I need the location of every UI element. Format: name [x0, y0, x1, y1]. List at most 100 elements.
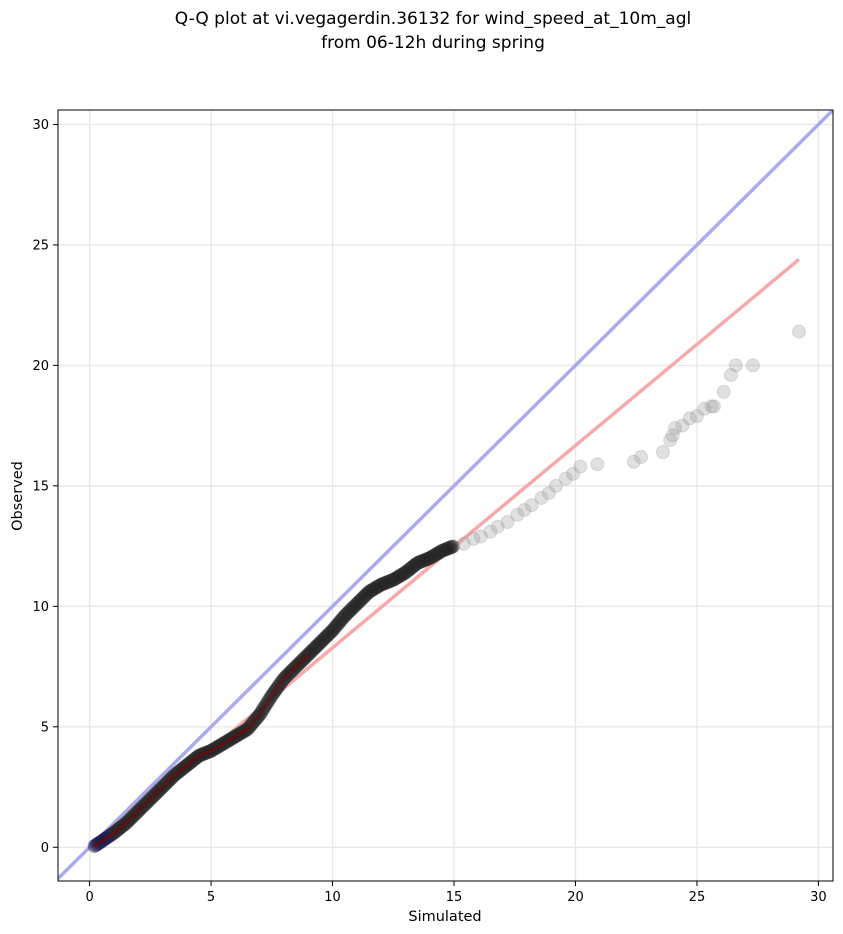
- qq-point: [405, 559, 420, 574]
- qq-point: [256, 701, 271, 716]
- qq-point: [125, 809, 140, 824]
- fit-overlap-mark: [273, 688, 278, 693]
- qq-point: [249, 711, 264, 726]
- fit-overlap-mark: [296, 662, 301, 666]
- fit-overlap-mark: [205, 750, 210, 754]
- qq-point: [108, 824, 123, 839]
- fit-overlap-mark: [157, 789, 161, 793]
- qq-point: [412, 555, 427, 570]
- qq-point: [124, 810, 139, 825]
- qq-point: [500, 515, 515, 530]
- y-tick-label: 30: [32, 118, 49, 133]
- qq-point: [307, 641, 322, 656]
- fit-overlap-mark: [224, 740, 228, 744]
- qq-point: [94, 834, 109, 849]
- qq-point: [369, 580, 384, 595]
- fit-overlap-mark: [145, 801, 149, 805]
- qq-point: [100, 830, 115, 845]
- qq-point: [189, 750, 204, 765]
- qq-point: [366, 582, 381, 597]
- qq-point: [284, 664, 299, 679]
- fit-overlap-mark: [139, 807, 143, 811]
- qq-point: [295, 653, 310, 668]
- qq-point: [335, 611, 350, 626]
- fit-overlap-mark: [202, 752, 206, 756]
- qq-point: [229, 728, 244, 743]
- qq-point: [682, 411, 697, 426]
- qq-point: [230, 728, 245, 743]
- qq-point: [400, 564, 415, 579]
- fit-overlap-mark: [109, 832, 114, 837]
- fit-overlap-mark: [140, 805, 144, 810]
- fit-overlap-mark: [250, 721, 254, 726]
- fit-overlap-mark: [146, 799, 150, 804]
- qq-point: [245, 715, 260, 730]
- qq-point: [107, 825, 122, 840]
- qq-point: [169, 766, 184, 781]
- qq-point: [438, 542, 453, 557]
- fit-overlap-mark: [174, 772, 178, 776]
- fit-overlap-mark: [268, 695, 273, 700]
- qq-point: [446, 539, 461, 554]
- fit-overlap-mark: [120, 824, 124, 828]
- fit-overlap-mark: [298, 661, 302, 665]
- qq-point: [144, 791, 159, 806]
- qq-point: [558, 471, 573, 486]
- qq-point: [361, 584, 376, 599]
- qq-point: [267, 684, 282, 699]
- qq-point: [217, 735, 232, 750]
- fit-overlap-mark: [117, 827, 121, 831]
- qq-point: [386, 572, 401, 587]
- qq-point: [160, 774, 175, 789]
- y-tick-label: 20: [32, 359, 49, 374]
- qq-point: [146, 788, 161, 803]
- fit-overlap-mark: [277, 683, 281, 687]
- reference-lines: [58, 110, 833, 880]
- qq-point: [175, 761, 190, 776]
- qq-point: [356, 590, 371, 605]
- fit-overlap-mark: [196, 755, 200, 759]
- fit-overlap-mark: [183, 764, 188, 768]
- fit-overlap-mark: [92, 844, 97, 848]
- qq-point: [97, 832, 112, 847]
- qq-point: [128, 806, 143, 821]
- qq-point: [133, 801, 148, 816]
- qq-point: [665, 428, 680, 443]
- x-tick-label: 10: [324, 890, 341, 905]
- qq-point: [634, 449, 649, 464]
- y-tick-label: 0: [41, 841, 49, 856]
- fit-overlap-mark: [300, 658, 304, 663]
- plot-frame: [57, 109, 834, 882]
- qq-point: [321, 627, 336, 642]
- qq-point: [336, 610, 351, 625]
- fit-overlap-mark: [165, 780, 169, 784]
- qq-point: [196, 746, 211, 761]
- qq-point: [90, 836, 105, 851]
- qq-point: [359, 587, 374, 602]
- qq-point: [706, 399, 721, 414]
- qq-point: [186, 752, 201, 767]
- qq-point: [381, 574, 396, 589]
- fit-overlap-mark: [289, 669, 293, 673]
- fit-overlap-mark: [171, 774, 175, 778]
- fit-overlap-mark: [225, 739, 229, 744]
- fit-overlap-mark: [135, 810, 139, 814]
- qq-point: [388, 571, 403, 586]
- fit-overlap-mark: [132, 813, 137, 817]
- fit-overlap-mark: [185, 763, 189, 767]
- fit-overlap-mark: [290, 668, 295, 672]
- qq-point: [103, 827, 118, 842]
- qq-point: [174, 762, 189, 777]
- qq-point: [689, 408, 704, 423]
- qq-point: [111, 822, 126, 837]
- qq-point: [123, 811, 138, 826]
- fit-overlap-mark: [141, 804, 145, 808]
- x-tick-label: 30: [810, 890, 827, 905]
- qq-point: [154, 781, 169, 796]
- qq-point: [329, 619, 344, 634]
- qq-point: [122, 812, 137, 827]
- qq-point: [126, 808, 141, 823]
- y-tick-label: 15: [32, 479, 49, 494]
- qq-point: [239, 722, 254, 737]
- qq-point: [360, 586, 375, 601]
